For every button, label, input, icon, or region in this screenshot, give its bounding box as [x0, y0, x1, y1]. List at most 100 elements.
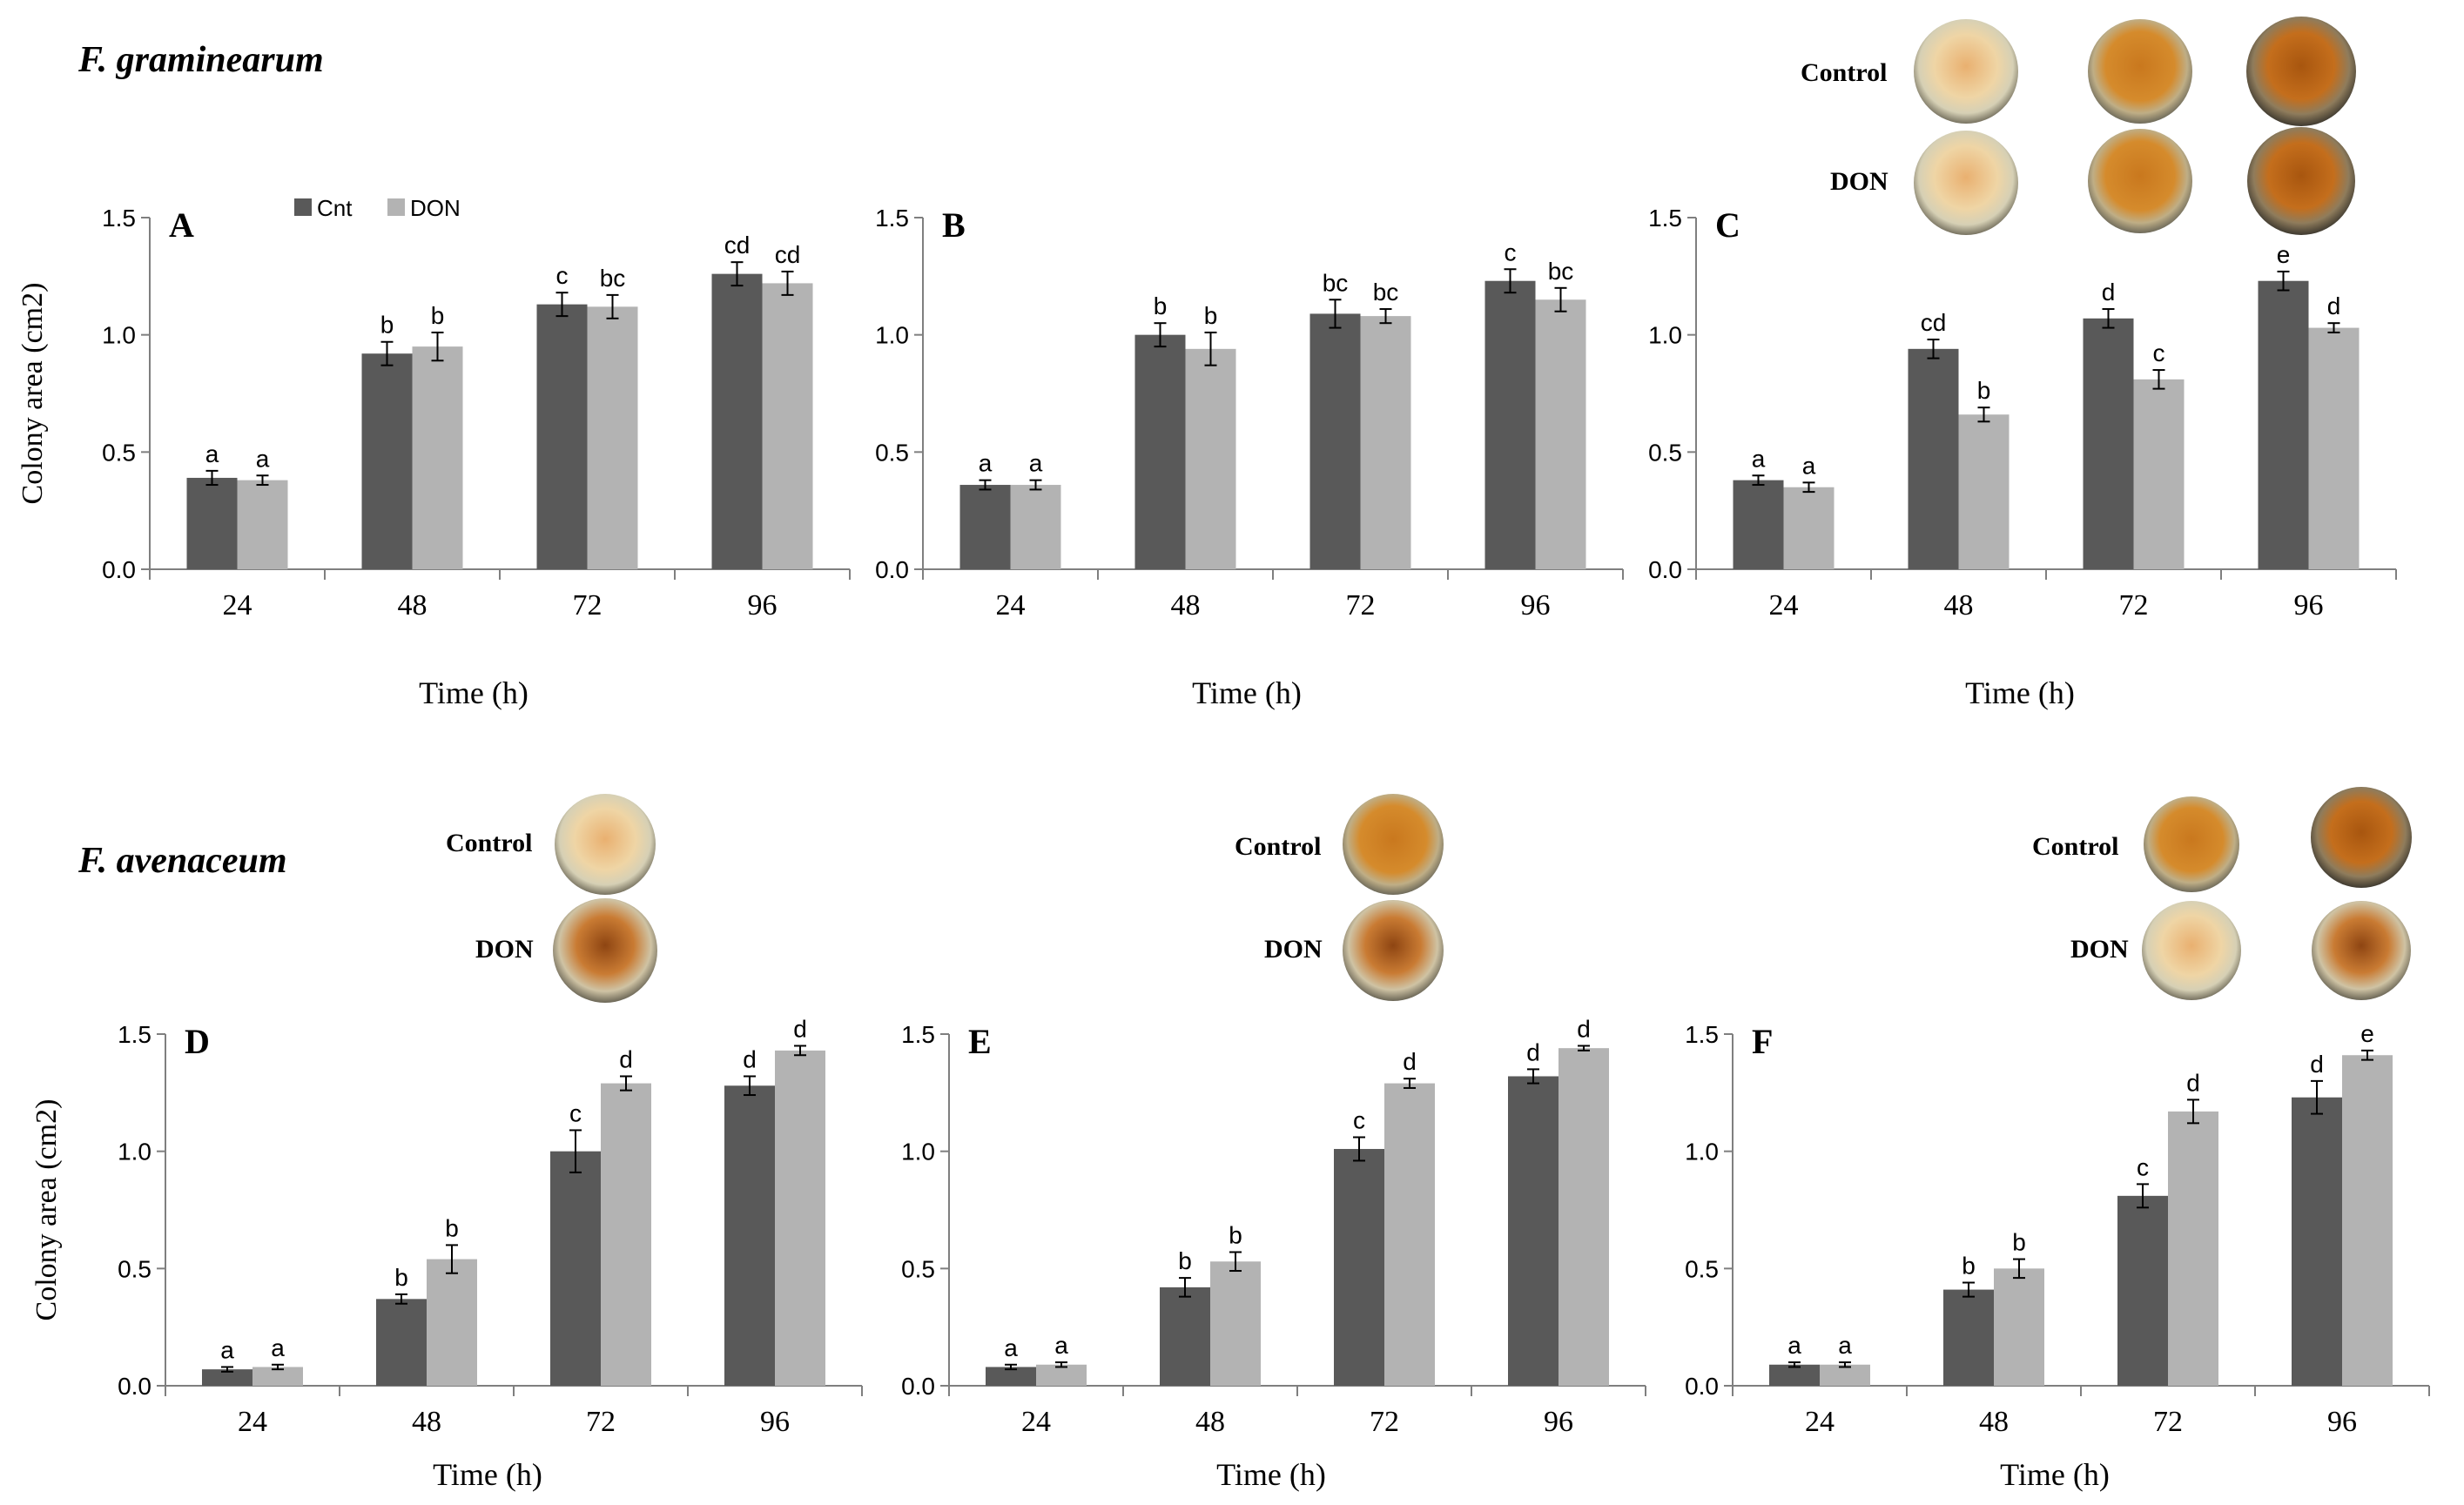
significance-label: b — [1962, 1252, 1976, 1279]
bar-cnt — [2258, 280, 2309, 569]
bar-don — [587, 306, 638, 569]
significance-label: bc — [1373, 279, 1399, 306]
x-tick-label: 72 — [2119, 589, 2149, 621]
bar-don — [237, 480, 288, 569]
y-tick-label: 0.0 — [1648, 556, 1682, 583]
legend-swatch-cnt — [294, 198, 312, 216]
panel-letter: C — [1715, 205, 1740, 245]
significance-label: d — [743, 1045, 757, 1072]
plates-e: Control DON — [1235, 794, 1444, 1001]
significance-label: b — [1977, 377, 1991, 404]
significance-label: cd — [775, 241, 801, 268]
y-tick-label: 1.0 — [102, 322, 136, 349]
significance-label: bc — [1323, 269, 1349, 296]
plate-label-don-f: DON — [2070, 935, 2129, 964]
significance-label: a — [256, 445, 270, 472]
significance-label: b — [431, 302, 445, 329]
significance-label: c — [1353, 1107, 1365, 1134]
x-axis-label: Time (h) — [2000, 1457, 2110, 1492]
significance-label: d — [2186, 1069, 2200, 1096]
plate-label-don-c: DON — [1830, 167, 1888, 196]
x-axis-label: Time (h) — [419, 675, 528, 710]
bar-don — [2308, 327, 2360, 569]
bar-cnt — [1309, 313, 1361, 569]
x-axis-label: Time (h) — [1192, 675, 1302, 710]
significance-label: cd — [724, 232, 751, 259]
significance-label: a — [271, 1334, 285, 1361]
y-tick-label: 0.5 — [1648, 439, 1682, 466]
plate-photo — [2088, 19, 2192, 124]
x-tick-label: 24 — [223, 589, 252, 621]
y-tick-label: 1.5 — [901, 1021, 935, 1048]
bar-don — [1783, 487, 1835, 569]
chart-panel-f: 0.0 0.5 1.0 1.5 Fa a 24 b b 48 c d 72 d e 96 Time (h) — [1685, 1020, 2430, 1492]
bar-cnt — [711, 273, 763, 569]
bar-cnt — [1769, 1364, 1820, 1386]
legend: Cnt DON — [294, 195, 461, 221]
plate-label-control-d: Control — [446, 829, 532, 857]
species-title-bottom: F. avenaceum — [77, 841, 287, 881]
bar-don — [427, 1259, 477, 1386]
bar-cnt — [1733, 480, 1784, 569]
y-tick-label: 1.0 — [901, 1139, 935, 1166]
significance-label: a — [1029, 450, 1043, 477]
bar-don — [1360, 316, 1411, 569]
significance-label: d — [1577, 1015, 1591, 1042]
bar-cnt — [1134, 334, 1186, 569]
bar-don — [2133, 379, 2185, 569]
legend-swatch-don — [387, 198, 405, 216]
bar-don — [601, 1083, 651, 1386]
bar-cnt — [2292, 1097, 2342, 1386]
significance-label: e — [2360, 1020, 2374, 1047]
y-tick-label: 0.0 — [901, 1373, 935, 1400]
x-tick-label: 48 — [412, 1406, 441, 1438]
x-axis-label: Time (h) — [433, 1457, 542, 1492]
significance-label: c — [1505, 239, 1517, 265]
y-tick-label: 1.0 — [1685, 1139, 1719, 1166]
y-tick-label: 0.0 — [875, 556, 909, 583]
legend-label-don: DON — [410, 195, 461, 221]
plate-label-don-d: DON — [475, 935, 534, 964]
bar-don — [1185, 348, 1236, 569]
significance-label: d — [2327, 292, 2341, 319]
significance-label: b — [380, 312, 394, 339]
x-tick-label: 48 — [1171, 589, 1201, 621]
y-tick-label: 0.5 — [118, 1255, 151, 1282]
x-tick-label: 24 — [996, 589, 1026, 621]
bar-cnt — [2083, 318, 2134, 569]
significance-label: a — [1054, 1332, 1068, 1359]
x-tick-label: 48 — [398, 589, 427, 621]
chart-panel-c: 0.0 0.5 1.0 1.5 Ca a 24 cd b 48 d c 72 e d 96 Time (h) — [1648, 205, 2397, 710]
x-tick-label: 48 — [1944, 589, 1974, 621]
significance-label: c — [569, 1099, 582, 1126]
significance-label: a — [1838, 1332, 1852, 1359]
bar-don — [2168, 1111, 2218, 1386]
bar-don — [1384, 1083, 1435, 1386]
bar-don — [1036, 1364, 1087, 1386]
plates-c: Control DON — [1801, 17, 2356, 235]
y-tick-label: 1.0 — [1648, 322, 1682, 349]
x-tick-label: 24 — [1021, 1406, 1051, 1438]
y-tick-label: 0.0 — [118, 1373, 151, 1400]
bar-cnt — [1484, 280, 1536, 569]
bar-don — [1994, 1268, 2044, 1386]
bar-don — [1010, 485, 1061, 569]
y-tick-label: 1.5 — [102, 205, 136, 232]
panel-letter: E — [968, 1022, 992, 1061]
x-tick-label: 72 — [573, 589, 603, 621]
significance-label: a — [1802, 452, 1816, 479]
plates-f: Control DON — [2032, 787, 2412, 1000]
y-tick-label: 1.0 — [875, 322, 909, 349]
bar-cnt — [1334, 1148, 1384, 1386]
plate-photo — [1914, 131, 2018, 235]
x-tick-label: 72 — [1346, 589, 1376, 621]
significance-label: b — [1229, 1221, 1242, 1248]
bar-don — [775, 1050, 825, 1386]
y-tick-label: 1.5 — [118, 1021, 151, 1048]
significance-label: b — [1204, 302, 1218, 329]
bar-don — [252, 1367, 303, 1386]
species-title-top: F. graminearum — [77, 40, 324, 80]
